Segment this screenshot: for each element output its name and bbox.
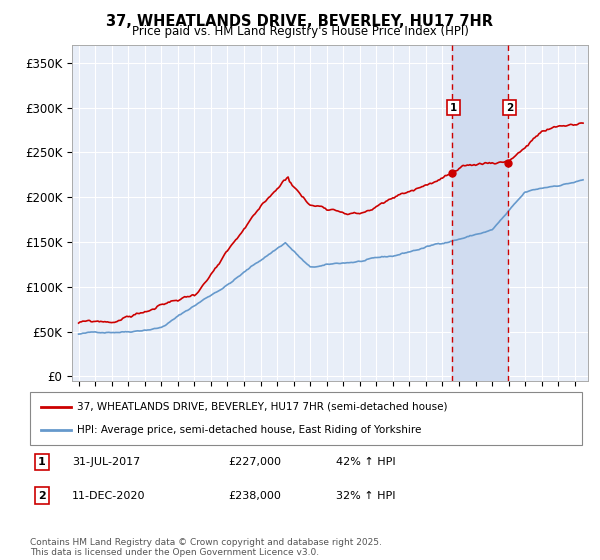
Text: 1: 1 (38, 457, 46, 467)
Text: 37, WHEATLANDS DRIVE, BEVERLEY, HU17 7HR: 37, WHEATLANDS DRIVE, BEVERLEY, HU17 7HR (107, 14, 493, 29)
Text: 42% ↑ HPI: 42% ↑ HPI (336, 457, 395, 467)
Text: 1: 1 (450, 102, 457, 113)
Text: 2: 2 (506, 102, 513, 113)
Text: Contains HM Land Registry data © Crown copyright and database right 2025.
This d: Contains HM Land Registry data © Crown c… (30, 538, 382, 557)
Text: 37, WHEATLANDS DRIVE, BEVERLEY, HU17 7HR (semi-detached house): 37, WHEATLANDS DRIVE, BEVERLEY, HU17 7HR… (77, 402, 448, 412)
Text: £238,000: £238,000 (228, 491, 281, 501)
Text: Price paid vs. HM Land Registry's House Price Index (HPI): Price paid vs. HM Land Registry's House … (131, 25, 469, 38)
Bar (452, 45, 508, 381)
Text: 2: 2 (38, 491, 46, 501)
FancyBboxPatch shape (30, 392, 582, 445)
Text: 31-JUL-2017: 31-JUL-2017 (72, 457, 140, 467)
Text: 32% ↑ HPI: 32% ↑ HPI (336, 491, 395, 501)
Text: £227,000: £227,000 (228, 457, 281, 467)
Text: HPI: Average price, semi-detached house, East Riding of Yorkshire: HPI: Average price, semi-detached house,… (77, 425, 421, 435)
Text: 11-DEC-2020: 11-DEC-2020 (72, 491, 146, 501)
